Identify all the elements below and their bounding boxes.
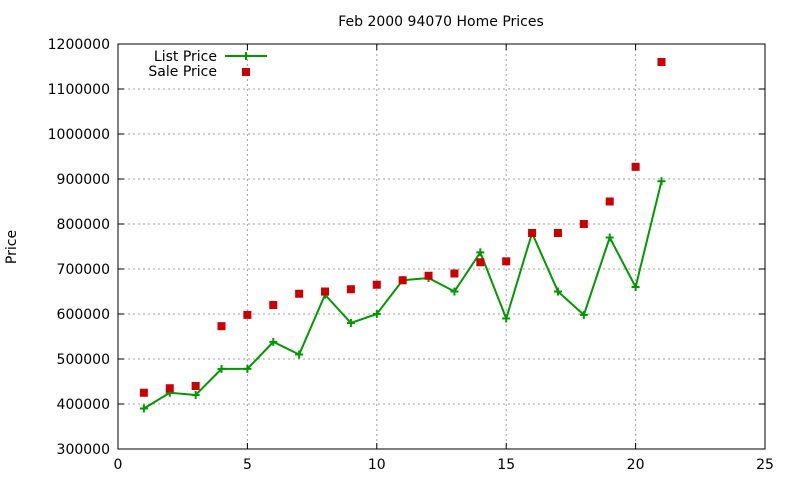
list-price-point bbox=[346, 319, 355, 327]
sale-price-point bbox=[269, 301, 278, 309]
list-price-point bbox=[553, 287, 562, 296]
sale-price-point bbox=[553, 229, 562, 237]
list-price-line bbox=[143, 181, 663, 410]
y-tick-label: 1000000 bbox=[48, 127, 110, 143]
y-tick-label: 1100000 bbox=[48, 82, 110, 98]
list-price-point bbox=[502, 314, 511, 323]
chart-title: Feb 2000 94070 Home Prices bbox=[338, 14, 544, 30]
x-tick-label: 25 bbox=[756, 457, 774, 473]
sale-price-point bbox=[346, 285, 355, 294]
y-axis-label: Price bbox=[4, 230, 20, 264]
sale-price-point bbox=[139, 388, 148, 397]
sale-price-point bbox=[450, 269, 459, 278]
sale-price-point bbox=[398, 276, 407, 285]
x-tick-label: 0 bbox=[114, 457, 123, 473]
sale-price-point bbox=[243, 310, 252, 319]
sale-price-point bbox=[217, 322, 226, 331]
list-price-point bbox=[243, 364, 252, 373]
axis-ticks: 0 5 10 15 20 25 300000 400000 500000 600000 700000… bbox=[48, 37, 774, 473]
sale-price-point bbox=[372, 280, 381, 289]
sale-price-point bbox=[579, 220, 588, 228]
y-tick-label: 700000 bbox=[57, 262, 110, 278]
y-tick-label: 500000 bbox=[57, 352, 110, 368]
list-price-point bbox=[372, 310, 381, 318]
x-tick-label: 15 bbox=[497, 457, 515, 473]
sale-price-point bbox=[476, 258, 485, 267]
sale-price-point bbox=[605, 197, 614, 206]
sale-price-point bbox=[321, 287, 330, 296]
y-tick-label: 400000 bbox=[57, 397, 110, 413]
sale-price-point bbox=[165, 384, 174, 393]
x-tick-label: 5 bbox=[243, 457, 252, 473]
y-tick-label: 300000 bbox=[57, 442, 110, 458]
y-tick-label: 1200000 bbox=[48, 37, 110, 53]
legend-label-list-price: List Price bbox=[154, 49, 217, 65]
list-price-point bbox=[579, 310, 588, 319]
y-tick-label: 900000 bbox=[57, 172, 110, 188]
list-price-point bbox=[605, 233, 614, 242]
legend-label-sale-price: Sale Price bbox=[148, 64, 217, 80]
plot-frame bbox=[117, 43, 766, 450]
series bbox=[139, 58, 666, 413]
sale-price-point bbox=[528, 229, 537, 237]
sale-price-point bbox=[424, 271, 433, 280]
sale-price-point bbox=[295, 289, 304, 298]
legend-marker-list-price bbox=[242, 52, 250, 60]
list-price-point bbox=[295, 350, 304, 359]
list-price-point bbox=[657, 177, 666, 186]
list-price-point bbox=[476, 248, 485, 257]
sale-price-point bbox=[657, 58, 666, 66]
list-price-point bbox=[139, 404, 148, 413]
list-price-point bbox=[450, 287, 459, 296]
sale-price-point bbox=[631, 162, 640, 171]
list-price-point bbox=[631, 283, 640, 291]
list-price-point bbox=[217, 364, 226, 373]
list-price-point bbox=[269, 337, 278, 346]
y-tick-label: 800000 bbox=[57, 217, 110, 233]
y-tick-label: 600000 bbox=[57, 307, 110, 323]
sale-price-point bbox=[502, 257, 511, 266]
list-price-point bbox=[191, 391, 200, 399]
x-tick-label: 10 bbox=[368, 457, 386, 473]
x-tick-label: 20 bbox=[627, 457, 645, 473]
grid bbox=[118, 44, 765, 449]
sale-price-point bbox=[191, 382, 200, 390]
legend-marker-sale-price bbox=[242, 68, 250, 76]
